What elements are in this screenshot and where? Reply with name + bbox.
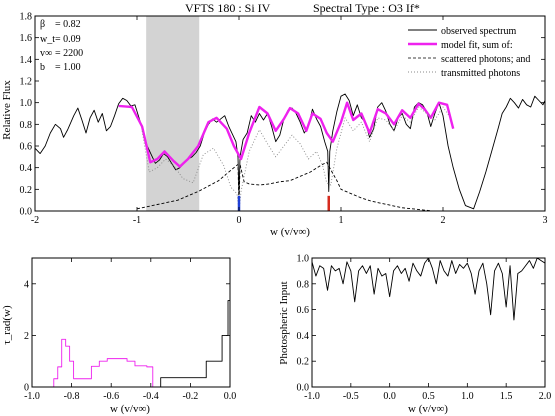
- legend-label-observed: observed spectrum: [441, 26, 516, 37]
- x-tick-label: 1.5: [500, 391, 513, 402]
- tau-x-axis-label: w (v/v∞): [110, 403, 150, 415]
- y-tick-label: 1.0: [297, 254, 310, 265]
- x-tick-label: -0.4: [143, 391, 159, 402]
- tau-panel: τ_rad(w) w (v/v∞) -1.0 -0.8 -0.6 -0.4 -0.2 0.…: [1, 257, 237, 415]
- legend-label-model: model fit, sum of:: [441, 40, 513, 51]
- tau-y-axis-label: τ_rad(w): [1, 305, 13, 345]
- x-tick-label: 0.5: [422, 391, 435, 402]
- x-tick-label: -1.0: [24, 391, 40, 402]
- main-title-right: Spectral Type : O3 If*: [313, 1, 420, 15]
- y-tick-label: 0.2: [297, 357, 310, 368]
- main-title-left: VFTS 180 : Si IV: [185, 1, 271, 15]
- param-name: b: [40, 62, 45, 73]
- main-x-axis-label: w (v/v∞): [270, 226, 310, 238]
- x-tick-label: 0: [237, 215, 242, 226]
- y-tick-label: 0.0: [297, 383, 310, 394]
- series-line: [34, 93, 546, 210]
- x-tick-label: 2: [441, 215, 446, 226]
- y-tick-label: 0: [24, 383, 29, 394]
- param-value: = 1.00: [55, 62, 81, 73]
- y-tick-label: 0.2: [20, 185, 33, 196]
- y-tick-label: 0.0: [20, 207, 33, 218]
- param-value: = 2200: [55, 48, 83, 59]
- param-value: = 0.09: [55, 34, 81, 45]
- y-tick-label: 1.4: [20, 55, 33, 66]
- x-tick-label: 2.0: [539, 391, 552, 402]
- x-tick-label: -2: [31, 215, 39, 226]
- photo-y-axis-label: Photospheric Input: [278, 281, 290, 364]
- series-line: [158, 300, 230, 388]
- main-parameter-block: β = 0.82 w_t = 0.09 v∞ = 2200 b = 1.00: [40, 19, 83, 73]
- axes-frame: [31, 257, 231, 388]
- axes-frame: [311, 257, 546, 388]
- main-y-axis-label: Relative Flux: [1, 80, 13, 140]
- x-tick-label: 3: [543, 215, 548, 226]
- series-line: [311, 257, 546, 321]
- x-tick-label: 1: [339, 215, 344, 226]
- x-tick-label: -0.5: [343, 391, 359, 402]
- x-tick-label: -0.6: [103, 391, 119, 402]
- x-tick-label: -1: [133, 215, 141, 226]
- x-tick-label: -1.0: [304, 391, 320, 402]
- y-tick-label: 0.8: [20, 120, 33, 131]
- series-line: [136, 161, 433, 212]
- y-tick-label: 0.4: [20, 163, 33, 174]
- param-value: = 0.82: [55, 19, 81, 30]
- param-name: w_t: [40, 34, 55, 45]
- axes-frame: [34, 15, 546, 212]
- series-line: [118, 101, 455, 168]
- main-legend: observed spectrum model fit, sum of: sca…: [408, 26, 530, 79]
- y-tick-label: 1.8: [20, 12, 33, 23]
- x-tick-label: -0.8: [64, 391, 80, 402]
- photo-x-axis-label: w (v/v∞): [408, 403, 448, 415]
- x-tick-label: 1.0: [461, 391, 474, 402]
- series-line: [49, 338, 154, 388]
- series-line: [141, 106, 450, 212]
- y-tick-label: 0.8: [297, 279, 310, 290]
- legend-label-scattered: scattered photons; and: [441, 54, 530, 65]
- y-tick-label: 0.6: [297, 305, 310, 316]
- y-tick-label: 2: [24, 331, 29, 342]
- param-name: v∞: [40, 48, 52, 59]
- y-tick-label: 0.6: [20, 142, 33, 153]
- y-tick-label: 0.4: [297, 331, 310, 342]
- y-tick-label: 1.2: [20, 77, 33, 88]
- shaded-region: [146, 16, 200, 211]
- y-tick-label: 1.0: [20, 98, 33, 109]
- x-tick-label: 0.0: [383, 391, 396, 402]
- x-tick-label: -0.2: [182, 391, 198, 402]
- legend-label-transmitted: transmitted photons: [441, 68, 520, 79]
- main-spectrum-panel: VFTS 180 : Si IV Spectral Type : O3 If* …: [1, 1, 548, 238]
- y-tick-label: 4: [24, 279, 29, 290]
- x-tick-label: 0.0: [224, 391, 237, 402]
- param-name: β: [40, 19, 45, 30]
- photospheric-panel: Photospheric Input w (v/v∞) -1.0 -0.5 0.0 0…: [278, 254, 551, 416]
- y-tick-label: 1.6: [20, 33, 33, 44]
